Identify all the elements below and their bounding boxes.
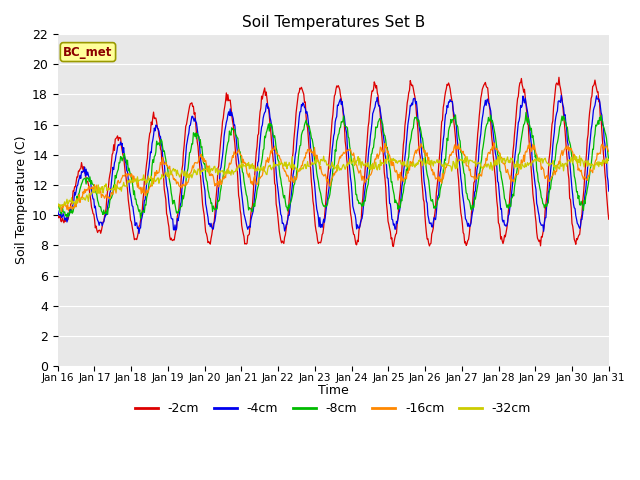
X-axis label: Time: Time (318, 384, 349, 397)
Y-axis label: Soil Temperature (C): Soil Temperature (C) (15, 136, 28, 264)
Title: Soil Temperatures Set B: Soil Temperatures Set B (242, 15, 425, 30)
Legend: -2cm, -4cm, -8cm, -16cm, -32cm: -2cm, -4cm, -8cm, -16cm, -32cm (131, 397, 536, 420)
Text: BC_met: BC_met (63, 46, 113, 59)
